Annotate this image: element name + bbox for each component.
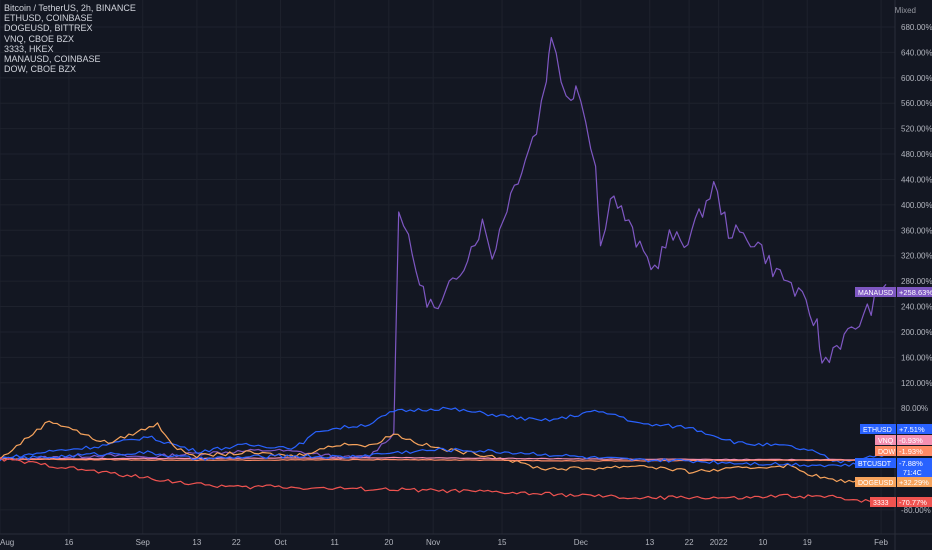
x-tick-label-9: 15 — [498, 538, 507, 547]
badge-value-ethusd: +7.51% — [899, 425, 925, 434]
badge-name-bg-dow — [875, 446, 896, 456]
x-tick-label-7: 20 — [384, 538, 393, 547]
badge-value-bg-dow — [897, 446, 932, 456]
legend-item-manausd: MANAUSD, COINBASE — [4, 54, 101, 65]
x-tick-label-11: 13 — [645, 538, 654, 547]
badge-name-bg-vnq — [875, 435, 896, 445]
badge-value-vnq: -0.93% — [899, 436, 923, 445]
badge-value-bg-dogeusd — [897, 477, 932, 487]
badge-value-bg-ethusd — [897, 424, 932, 434]
x-tick-label-10: Dec — [574, 538, 588, 547]
y-tick-label-11: 240.00% — [901, 303, 932, 312]
badge-value-bg-manausd — [897, 287, 932, 297]
badge-name-vnq: VNQ — [878, 438, 894, 445]
badge-value-manausd: +258.63% — [899, 288, 932, 297]
badge-countdown-bg — [897, 468, 932, 477]
x-tick-label-4: 22 — [232, 538, 241, 547]
y-tick-label-15: 80.00% — [901, 404, 928, 413]
y-tick-label-1: 640.00% — [901, 48, 932, 57]
y-tick-label-6: 440.00% — [901, 175, 932, 184]
badge-name-btcusdt: BTCUSDT — [858, 461, 892, 468]
legend-item-3333: 3333, HKEX — [4, 43, 54, 54]
badge-name-bg-ethusd — [860, 424, 896, 434]
series-line-vnq — [0, 456, 887, 461]
y-tick-label-5: 480.00% — [901, 150, 932, 159]
y-tick-label-9: 320.00% — [901, 252, 932, 261]
x-tick-label-8: Nov — [426, 538, 440, 547]
x-tick-label-14: 10 — [758, 538, 767, 547]
y-tick-label-2: 600.00% — [901, 74, 932, 83]
y-tick-label-7: 400.00% — [901, 201, 932, 210]
badge-value-dow: -1.93% — [899, 447, 923, 456]
series-line-dow — [0, 458, 887, 462]
badge-name-bg-btcusdt — [855, 458, 896, 468]
legend-title: Bitcoin / TetherUS, 2h, BINANCE — [4, 3, 136, 13]
scale-mode-label[interactable]: Mixed — [894, 6, 916, 15]
y-tick-label-12: 200.00% — [901, 328, 932, 337]
legend-item-dow: DOW, CBOE BZX — [4, 64, 77, 75]
badge-value-btcusdt: -7.88% — [899, 459, 923, 468]
x-tick-label-15: 19 — [803, 538, 812, 547]
badge-name-3333: 3333 — [873, 500, 889, 507]
y-tick-label-8: 360.00% — [901, 226, 932, 235]
badge-name-dow: DOW — [878, 449, 896, 456]
y-tick-label-14: 120.00% — [901, 379, 932, 388]
badge-value-3333: -70.77% — [899, 498, 927, 507]
badge-name-bg-dogeusd — [855, 477, 896, 487]
badge-name-dogeusd: DOGEUSD — [858, 480, 893, 487]
series-line-dogeusd — [0, 420, 887, 486]
y-tick-label-13: 160.00% — [901, 353, 932, 362]
x-tick-label-6: 11 — [331, 538, 340, 547]
y-tick-label-0: 680.00% — [901, 23, 932, 32]
y-tick-label-16: -80.00% — [901, 506, 931, 515]
legend-item-dogeusd: DOGEUSD, BITTREX — [4, 23, 93, 34]
legend-item-ethusd: ETHUSD, COINBASE — [4, 13, 93, 24]
badge-countdown: 71:4C — [903, 470, 922, 477]
badge-value-bg-3333 — [897, 497, 932, 507]
x-tick-label-16: Feb — [874, 538, 888, 547]
series-line-ethusd — [0, 406, 887, 464]
y-tick-label-10: 280.00% — [901, 277, 932, 286]
x-tick-label-2: Sep — [136, 538, 151, 547]
series-line-3333 — [0, 456, 887, 505]
x-tick-label-0: Aug — [0, 538, 14, 547]
series-line-manausd — [0, 36, 887, 461]
x-tick-label-5: Oct — [274, 538, 287, 547]
x-tick-label-13: 2022 — [710, 538, 728, 547]
chart-legend: Bitcoin / TetherUS, 2h, BINANCE ETHUSD, … — [4, 3, 136, 74]
x-tick-label-3: 13 — [192, 538, 201, 547]
badge-name-ethusd: ETHUSD — [863, 427, 892, 434]
badge-value-dogeusd: +32.29% — [899, 478, 929, 487]
badge-name-bg-manausd — [855, 287, 896, 297]
badge-value-bg-vnq — [897, 435, 932, 445]
badge-name-bg-3333 — [870, 497, 896, 507]
y-tick-label-3: 560.00% — [901, 99, 932, 108]
badge-name-manausd: MANAUSD — [858, 290, 893, 297]
x-tick-label-12: 22 — [685, 538, 694, 547]
x-tick-label-1: 16 — [64, 538, 73, 547]
series-line-btcusdt — [0, 447, 887, 468]
badge-value-bg-btcusdt — [897, 458, 932, 468]
y-tick-label-4: 520.00% — [901, 125, 932, 134]
legend-item-vnq: VNQ, CBOE BZX — [4, 33, 75, 44]
